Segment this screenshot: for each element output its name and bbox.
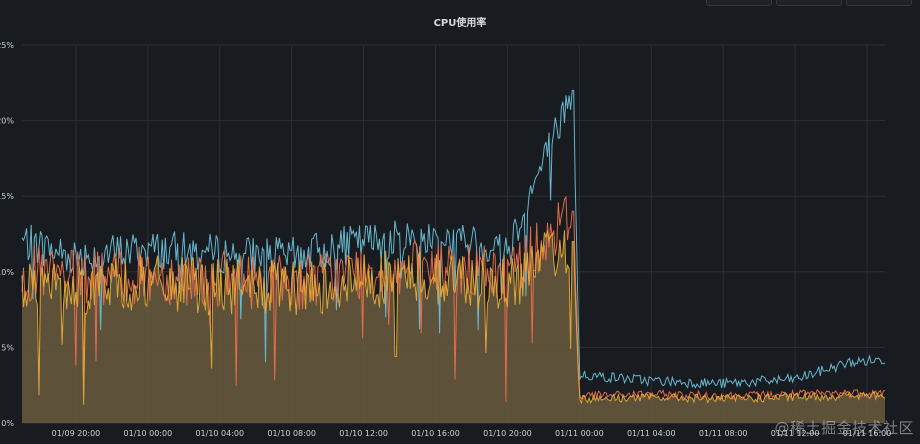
x-tick-label: 01/10 00:00 [124, 429, 173, 438]
series-line [21, 89, 886, 389]
x-tick-label: 01/10 08:00 [267, 429, 316, 438]
y-tick-label: 15% [0, 192, 14, 201]
x-tick-label: 01/11 08:00 [699, 429, 748, 438]
x-tick-label: 01/11 16:00 [843, 429, 892, 438]
y-tick-label: 10% [0, 268, 14, 277]
x-tick-label: 01/11 00:00 [555, 429, 604, 438]
watermark: @稀土掘金技术社区 [774, 419, 914, 437]
chart-title: CPU使用率 [433, 18, 487, 29]
series-line [21, 195, 886, 402]
x-tick-label: 01/10 12:00 [339, 429, 388, 438]
y-tick-label: 25% [0, 41, 14, 50]
panel-view-button[interactable] [846, 0, 912, 6]
panel-menu-button[interactable] [706, 0, 772, 6]
series-line [21, 230, 886, 405]
y-tick-label: 20% [0, 117, 14, 126]
y-tick-label: 5% [1, 343, 14, 352]
x-tick-label: 01/09 20:00 [52, 429, 101, 438]
axis-labels: 0% 5% 10% 15% 20% 25% 01/09 20:00 01/10 00:00 01… [0, 41, 891, 438]
x-tick-label: 01/11 12:00 [771, 429, 820, 438]
y-tick-label: 0% [1, 419, 14, 428]
x-tick-label: 01/10 16:00 [411, 429, 460, 438]
x-tick-label: 01/10 20:00 [483, 429, 532, 438]
series-lines [21, 89, 886, 405]
x-tick-label: 01/11 04:00 [627, 429, 676, 438]
x-tick-label: 01/10 04:00 [195, 429, 244, 438]
panel-options-button[interactable] [776, 0, 842, 6]
